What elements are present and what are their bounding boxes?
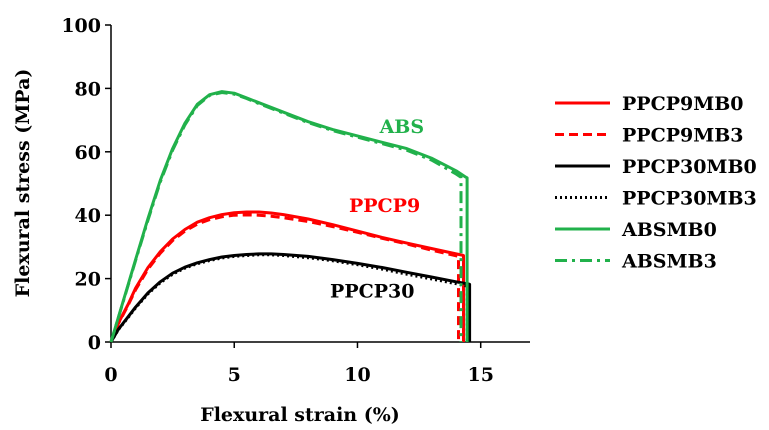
legend-label-ppcp30mb0: PPCP30MB0 bbox=[622, 156, 757, 178]
series-line-ppcp9mb3 bbox=[109, 213, 460, 343]
y-tick-label: 40 bbox=[75, 205, 101, 227]
plot-annotations: ABS PPCP9 PPCP30 bbox=[330, 116, 424, 303]
y-tick-label: 0 bbox=[88, 332, 101, 354]
legend-label-ppcp9mb3: PPCP9MB3 bbox=[622, 125, 744, 147]
annotation-abs: ABS bbox=[379, 116, 425, 138]
x-axis-title: Flexural strain (%) bbox=[200, 404, 400, 426]
legend-label-ppcp30mb3: PPCP30MB3 bbox=[622, 188, 757, 210]
y-tick-label: 100 bbox=[61, 15, 101, 37]
y-tick-label: 20 bbox=[75, 269, 101, 291]
annotation-ppcp30: PPCP30 bbox=[330, 281, 414, 303]
y-axis-title: Flexural stress (MPa) bbox=[12, 69, 34, 298]
x-tick-label: 10 bbox=[344, 364, 370, 386]
annotation-ppcp9: PPCP9 bbox=[349, 195, 420, 217]
x-tick-label: 15 bbox=[467, 364, 493, 386]
x-tick-label: 5 bbox=[228, 364, 241, 386]
x-tick-label: 0 bbox=[104, 364, 117, 386]
series-line-absmb3 bbox=[109, 91, 463, 343]
series-line-ppcp9mb0 bbox=[109, 210, 465, 343]
y-tick-label: 60 bbox=[75, 142, 101, 164]
legend-label-absmb3: ABSMB3 bbox=[621, 251, 717, 273]
y-tick-label: 80 bbox=[75, 78, 101, 100]
series-line-ppcp30mb0 bbox=[109, 252, 472, 343]
legend-label-ppcp9mb0: PPCP9MB0 bbox=[622, 93, 744, 115]
series-line-ppcp30mb3 bbox=[109, 253, 469, 343]
plot-series bbox=[109, 90, 472, 343]
series-line-absmb0 bbox=[109, 90, 469, 343]
plot-axes: 0 20 40 60 80 100 0 5 10 15 bbox=[61, 15, 530, 386]
legend: PPCP9MB0 PPCP9MB3 PPCP30MB0 PPCP30MB3 ABSMB0… bbox=[555, 93, 757, 273]
legend-label-absmb0: ABSMB0 bbox=[621, 219, 717, 241]
